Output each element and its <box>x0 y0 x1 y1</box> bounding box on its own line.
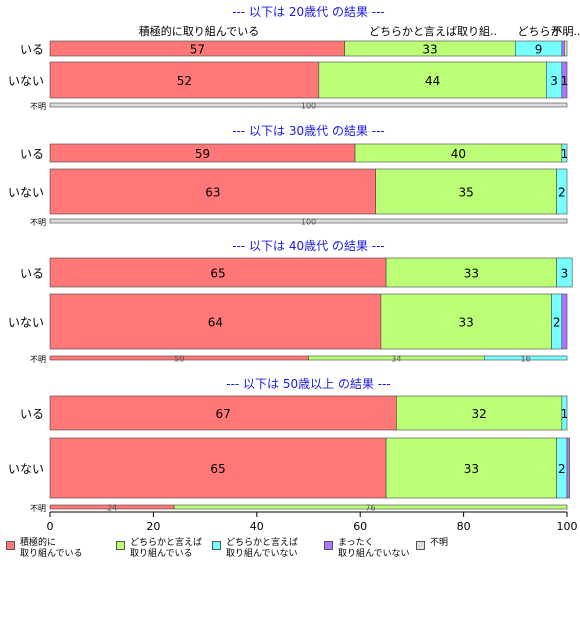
data-label: 33 <box>422 43 437 57</box>
bar-segment <box>561 61 568 99</box>
data-label: 2 <box>558 462 566 476</box>
legend-item: まったく 取り組んでいない <box>324 538 416 560</box>
data-label: 34 <box>391 355 401 364</box>
data-label: 52 <box>177 74 192 88</box>
data-label: 100 <box>301 102 316 111</box>
bar-segment <box>561 40 565 57</box>
data-label: 3 <box>550 74 558 88</box>
column-header: どちらかと言えば取り組.. <box>369 25 497 38</box>
data-label: 59 <box>195 147 210 161</box>
data-label: 65 <box>210 462 225 476</box>
data-label: 57 <box>190 43 205 57</box>
bar-segment <box>173 504 568 510</box>
column-header: 積極的に取り組んでいる <box>139 24 259 38</box>
data-label: 63 <box>205 186 220 200</box>
legend-label: まったく 取り組んでいない <box>338 538 410 559</box>
data-label: 32 <box>471 407 486 421</box>
row-label: いない <box>8 316 44 330</box>
bar-segment <box>556 168 568 215</box>
x-tick-label: 0 <box>47 520 54 533</box>
x-tick-label: 40 <box>250 520 264 533</box>
bar-segment <box>561 395 568 431</box>
data-label: 33 <box>464 462 479 476</box>
legend-swatch <box>6 541 15 550</box>
data-label: 76 <box>365 504 375 513</box>
legend: 積極的に 取り組んでいる どちらかと言えば 取り組んでいる どちらかと言えば 取り組… <box>6 538 476 560</box>
legend-label: どちらかと言えば 取り組んでいない <box>226 538 299 559</box>
row-label: いる <box>20 43 44 57</box>
bar-segment <box>566 437 570 499</box>
data-label: 100 <box>301 218 316 227</box>
bar-segment <box>375 168 557 215</box>
data-label: 3 <box>561 267 569 281</box>
data-label: 9 <box>535 43 543 57</box>
legend-label: 積極的に 取り組んでいる <box>20 538 83 559</box>
bar-segment <box>49 102 568 108</box>
row-label: いる <box>20 267 44 281</box>
panel-title: --- 以下は 50歳以上 の結果 --- <box>226 377 391 391</box>
legend-swatch <box>416 541 425 550</box>
x-tick-label: 100 <box>557 520 578 533</box>
row-label: いる <box>20 147 44 161</box>
panel-title: --- 以下は 40歳代 の結果 --- <box>232 239 385 253</box>
legend-item: 不明 <box>416 538 476 560</box>
legend-item: 積極的に 取り組んでいる <box>6 538 116 560</box>
legend-swatch <box>212 541 221 550</box>
bar-segment <box>318 61 547 99</box>
data-label: 65 <box>210 267 225 281</box>
row-label: 不明 <box>30 218 46 227</box>
bar-segment <box>49 257 387 288</box>
x-tick-label: 20 <box>146 520 160 533</box>
row-label: 不明 <box>30 355 46 364</box>
x-tick-label: 60 <box>353 520 367 533</box>
data-label: 50 <box>174 355 184 364</box>
data-label: 40 <box>451 147 466 161</box>
data-label: 2 <box>553 316 561 330</box>
data-label: 16 <box>521 355 531 364</box>
bar-segment <box>49 437 387 499</box>
bar-segment <box>483 355 568 361</box>
data-label: 2 <box>558 186 566 200</box>
bar-segment <box>385 257 557 288</box>
data-label: 44 <box>425 74 440 88</box>
row-label: 不明 <box>30 102 46 111</box>
data-label: 67 <box>216 407 231 421</box>
legend-label: 不明 <box>430 538 449 548</box>
column-header: 不明.. <box>552 25 580 38</box>
data-label: 1 <box>561 74 569 88</box>
column-header: どちらか.. <box>518 25 569 38</box>
bar-segment <box>49 61 320 99</box>
data-label: 1 <box>561 407 569 421</box>
row-label: いる <box>20 407 44 421</box>
row-label: 不明 <box>30 504 46 513</box>
panel-title: --- 以下は 20歳代 の結果 --- <box>232 5 385 19</box>
bar-segment <box>49 168 377 215</box>
bar-segment <box>49 218 568 224</box>
bar-segment <box>396 395 563 431</box>
bar-segment <box>561 143 568 163</box>
bar-segment <box>385 437 557 499</box>
data-label: 24 <box>107 504 117 513</box>
data-label: 35 <box>459 186 474 200</box>
legend-swatch <box>324 541 333 550</box>
bar-segment <box>564 40 568 57</box>
panel-title: --- 以下は 30歳代 の結果 --- <box>232 124 385 138</box>
row-label: いない <box>8 74 44 88</box>
data-label: 33 <box>459 316 474 330</box>
data-label: 64 <box>208 316 223 330</box>
row-label: いない <box>8 186 44 200</box>
data-label: 33 <box>464 267 479 281</box>
legend-swatch <box>116 541 125 550</box>
legend-item: どちらかと言えば 取り組んでいる <box>116 538 212 560</box>
bar-segment <box>380 293 552 350</box>
bar-segment <box>556 257 573 288</box>
x-tick-label: 80 <box>457 520 471 533</box>
legend-label: どちらかと言えば 取り組んでいる <box>130 538 203 559</box>
legend-item: どちらかと言えば 取り組んでいない <box>212 538 324 560</box>
data-label: 1 <box>561 147 569 161</box>
bar-segment <box>49 293 382 350</box>
row-label: いない <box>8 462 44 476</box>
bar-segment <box>561 293 568 350</box>
